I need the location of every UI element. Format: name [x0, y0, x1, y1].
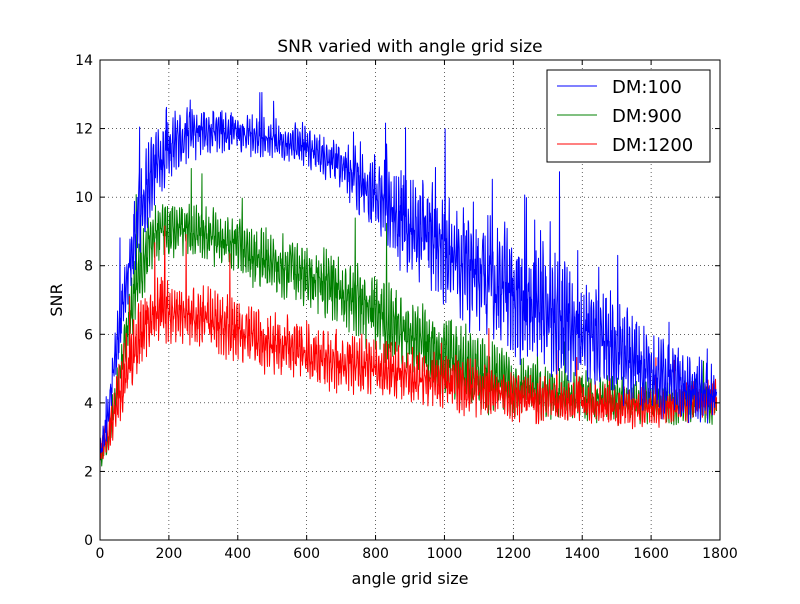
ticks — [99, 59, 721, 541]
x-tick-label: 1200 — [496, 546, 532, 562]
legend-label-dm1200: DM:1200 — [612, 135, 693, 156]
y-tick-label: 8 — [84, 259, 93, 275]
x-tick-label: 400 — [224, 546, 251, 562]
y-tick-labels: 0 2 4 6 8 10 12 14 — [75, 53, 93, 549]
y-tick-label: 4 — [84, 396, 93, 412]
legend-label-dm900: DM:900 — [612, 106, 682, 127]
y-tick-label: 6 — [84, 327, 93, 343]
series-line-dm900 — [100, 168, 718, 467]
x-tick-labels: 0 200 400 600 800 1000 1200 1400 1600 1800 — [96, 546, 738, 562]
y-tick-label: 0 — [84, 533, 93, 549]
x-tick-label: 800 — [362, 546, 389, 562]
y-tick-label: 2 — [84, 464, 93, 480]
series-line-dm100 — [100, 91, 718, 454]
series-layer — [100, 91, 718, 467]
legend: DM:100 DM:900 DM:1200 — [546, 69, 711, 163]
chart-title: SNR varied with angle grid size — [277, 37, 542, 57]
plot-frame — [99, 59, 721, 541]
y-tick-label: 10 — [75, 190, 93, 206]
y-axis-label: SNR — [47, 283, 66, 316]
y-tick-label: 12 — [75, 122, 93, 138]
legend-label-dm100: DM:100 — [612, 77, 682, 98]
x-tick-label: 600 — [293, 546, 320, 562]
x-axis-label: angle grid size — [352, 569, 469, 588]
x-tick-label: 1800 — [702, 546, 738, 562]
legend-box — [546, 69, 711, 163]
x-tick-label: 200 — [156, 546, 183, 562]
x-tick-label: 1600 — [633, 546, 669, 562]
y-tick-label: 14 — [75, 53, 93, 69]
x-tick-label: 0 — [96, 546, 105, 562]
x-tick-label: 1000 — [427, 546, 463, 562]
x-tick-label: 1400 — [564, 546, 600, 562]
series-line-dm1200 — [100, 225, 718, 460]
